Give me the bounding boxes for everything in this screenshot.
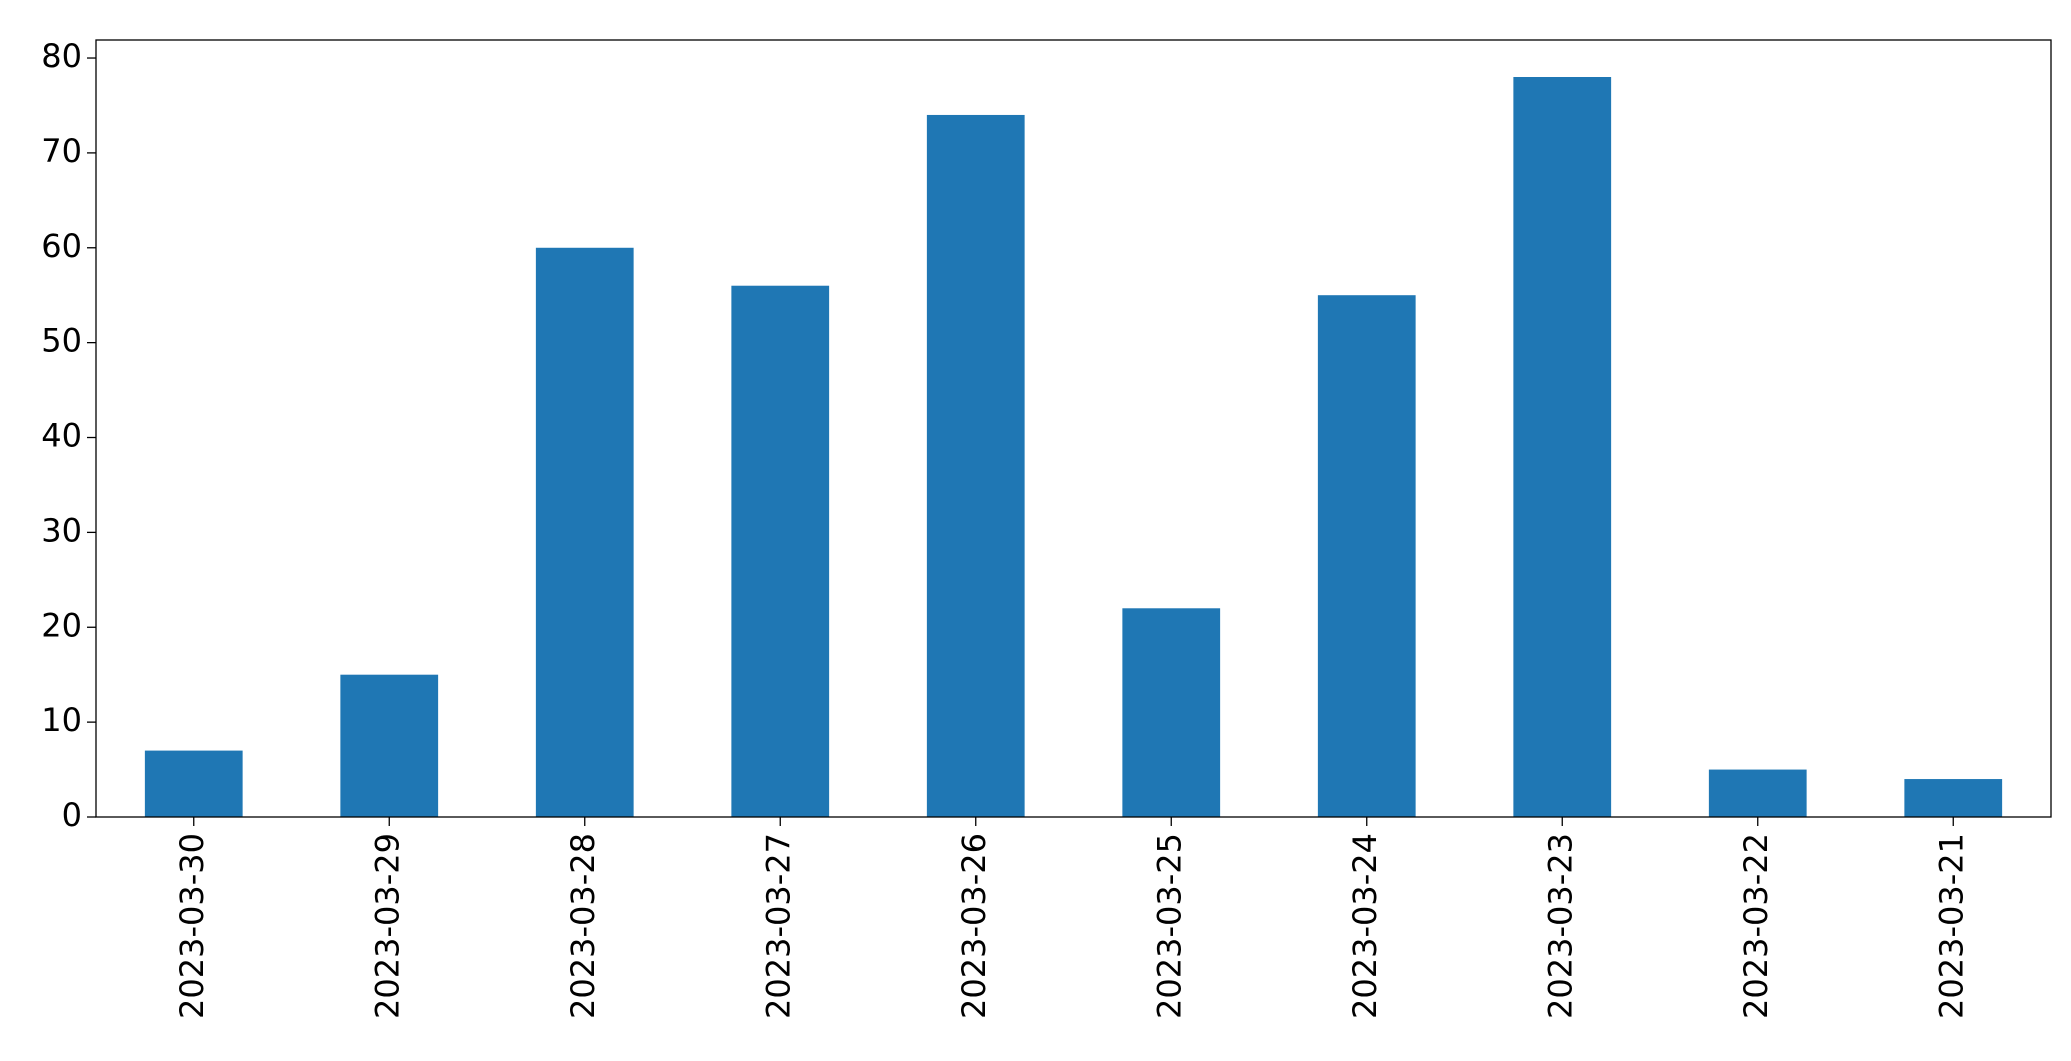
- y-tick-label: 10: [41, 701, 82, 739]
- bar: [1513, 77, 1612, 817]
- plot-frame: [95, 39, 2052, 818]
- bar: [1317, 295, 1416, 817]
- x-tick-label: 2023-03-26: [955, 833, 993, 1019]
- bar: [1122, 608, 1221, 817]
- bar: [926, 114, 1025, 817]
- x-tick-label: 2023-03-22: [1737, 833, 1775, 1019]
- x-tick-label: 2023-03-21: [1932, 833, 1970, 1019]
- bar: [144, 750, 243, 817]
- bar: [1708, 769, 1807, 817]
- y-tick-label: 0: [62, 796, 82, 834]
- y-tick-label: 70: [41, 132, 82, 170]
- x-tick-label: 2023-03-27: [759, 833, 797, 1019]
- bar: [340, 674, 439, 817]
- x-tick-label: 2023-03-25: [1150, 833, 1188, 1019]
- y-tick-label: 50: [41, 322, 82, 360]
- y-tick-label: 40: [41, 417, 82, 455]
- x-tick-label: 2023-03-30: [173, 833, 211, 1019]
- y-tick-label: 60: [41, 227, 82, 265]
- x-tick-label: 2023-03-29: [368, 833, 406, 1019]
- bar: [731, 285, 830, 817]
- x-tick-label: 2023-03-23: [1541, 833, 1579, 1019]
- bar: [535, 247, 634, 817]
- y-tick-label: 20: [41, 606, 82, 644]
- x-tick-label: 2023-03-24: [1346, 833, 1384, 1019]
- x-tick-label: 2023-03-28: [564, 833, 602, 1019]
- y-tick-label: 30: [41, 511, 82, 549]
- y-tick-label: 80: [41, 37, 82, 75]
- bar: [1904, 779, 2003, 817]
